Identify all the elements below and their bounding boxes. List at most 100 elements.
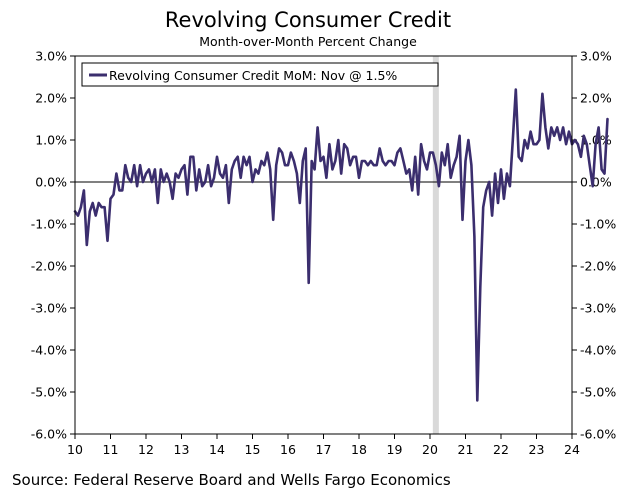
data-point [485, 189, 487, 191]
data-point [311, 160, 313, 162]
data-point [527, 147, 529, 149]
data-point [186, 194, 188, 196]
data-point [166, 173, 168, 175]
data-point [346, 147, 348, 149]
y-tick-label-left: -2.0% [31, 259, 67, 274]
data-point [464, 160, 467, 162]
y-tick-label-right: 3.0% [580, 49, 612, 64]
data-point [385, 164, 387, 166]
data-point [172, 198, 174, 200]
data-point [456, 156, 458, 158]
data-point [213, 177, 215, 179]
data-point [263, 164, 265, 166]
data-point [139, 164, 141, 166]
data-point [349, 164, 351, 166]
x-tick-label: 13 [174, 442, 190, 457]
data-point [257, 173, 259, 175]
data-point [382, 160, 384, 162]
data-point [246, 164, 248, 166]
data-point [207, 164, 209, 166]
data-point [506, 173, 508, 175]
data-point [281, 152, 283, 154]
y-tick-label-left: -3.0% [31, 301, 67, 316]
legend: Revolving Consumer Credit MoM: Nov @ 1.5… [81, 62, 439, 87]
data-point [606, 118, 609, 120]
data-point [488, 181, 490, 183]
legend-box [81, 62, 439, 87]
data-point [405, 173, 407, 175]
data-point [470, 164, 472, 166]
data-point [278, 147, 280, 149]
y-tick-label-left: 3.0% [35, 49, 67, 64]
data-point [355, 156, 357, 158]
data-point [589, 164, 591, 166]
data-point [393, 164, 396, 166]
data-point [453, 164, 455, 166]
data-point [180, 168, 183, 170]
data-point [379, 147, 381, 149]
data-point [92, 202, 94, 204]
data-point [509, 185, 511, 187]
data-point [89, 210, 91, 212]
data-point [429, 152, 431, 154]
data-point [352, 156, 354, 158]
data-point [183, 164, 186, 166]
data-point [154, 168, 156, 170]
data-point [592, 185, 594, 187]
data-point [467, 139, 469, 141]
data-point [216, 156, 218, 158]
data-point [515, 89, 517, 91]
data-point [441, 152, 443, 154]
data-point [370, 160, 372, 162]
data-point [583, 135, 585, 137]
data-point [322, 156, 325, 158]
data-point [331, 168, 333, 170]
data-point [195, 189, 197, 191]
data-point [497, 202, 499, 204]
y-tick-label-right: -3.0% [580, 301, 616, 316]
data-point [248, 156, 251, 158]
data-point [556, 126, 558, 128]
data-point [228, 202, 230, 204]
data-point [243, 156, 245, 158]
x-tick-label: 20 [422, 442, 438, 457]
data-point [169, 181, 171, 183]
y-tick-label-left: 0.0% [35, 175, 67, 190]
data-point [532, 143, 535, 145]
data-point [426, 168, 428, 170]
data-point [77, 215, 79, 217]
data-point [358, 177, 360, 179]
data-point [337, 139, 339, 141]
data-point [574, 139, 576, 141]
data-point [101, 206, 103, 208]
chart-title: Revolving Consumer Credit [165, 8, 451, 32]
data-point [595, 143, 597, 145]
data-point [325, 177, 327, 179]
data-point [204, 181, 206, 183]
data-point [343, 143, 345, 145]
data-point [538, 139, 541, 141]
data-point [234, 160, 236, 162]
data-point [148, 168, 150, 170]
data-point [414, 156, 416, 158]
data-point [275, 164, 277, 166]
x-tick-label: 17 [316, 442, 332, 457]
data-point [459, 135, 461, 137]
x-tick-label: 12 [138, 442, 154, 457]
data-point [598, 126, 600, 128]
data-point [577, 143, 579, 145]
y-tick-label-left: -6.0% [31, 427, 67, 442]
data-point [491, 215, 493, 217]
y-tick-label-right: 2.0% [580, 91, 612, 106]
y-tick-label-left: -1.0% [31, 217, 67, 232]
data-point [376, 164, 378, 166]
data-point [254, 168, 257, 170]
data-point [142, 181, 144, 183]
data-point [225, 164, 227, 166]
data-point [432, 152, 434, 154]
x-tick-label: 15 [245, 442, 261, 457]
plot-frame [74, 55, 573, 435]
data-point [160, 168, 162, 170]
data-point [260, 160, 262, 162]
